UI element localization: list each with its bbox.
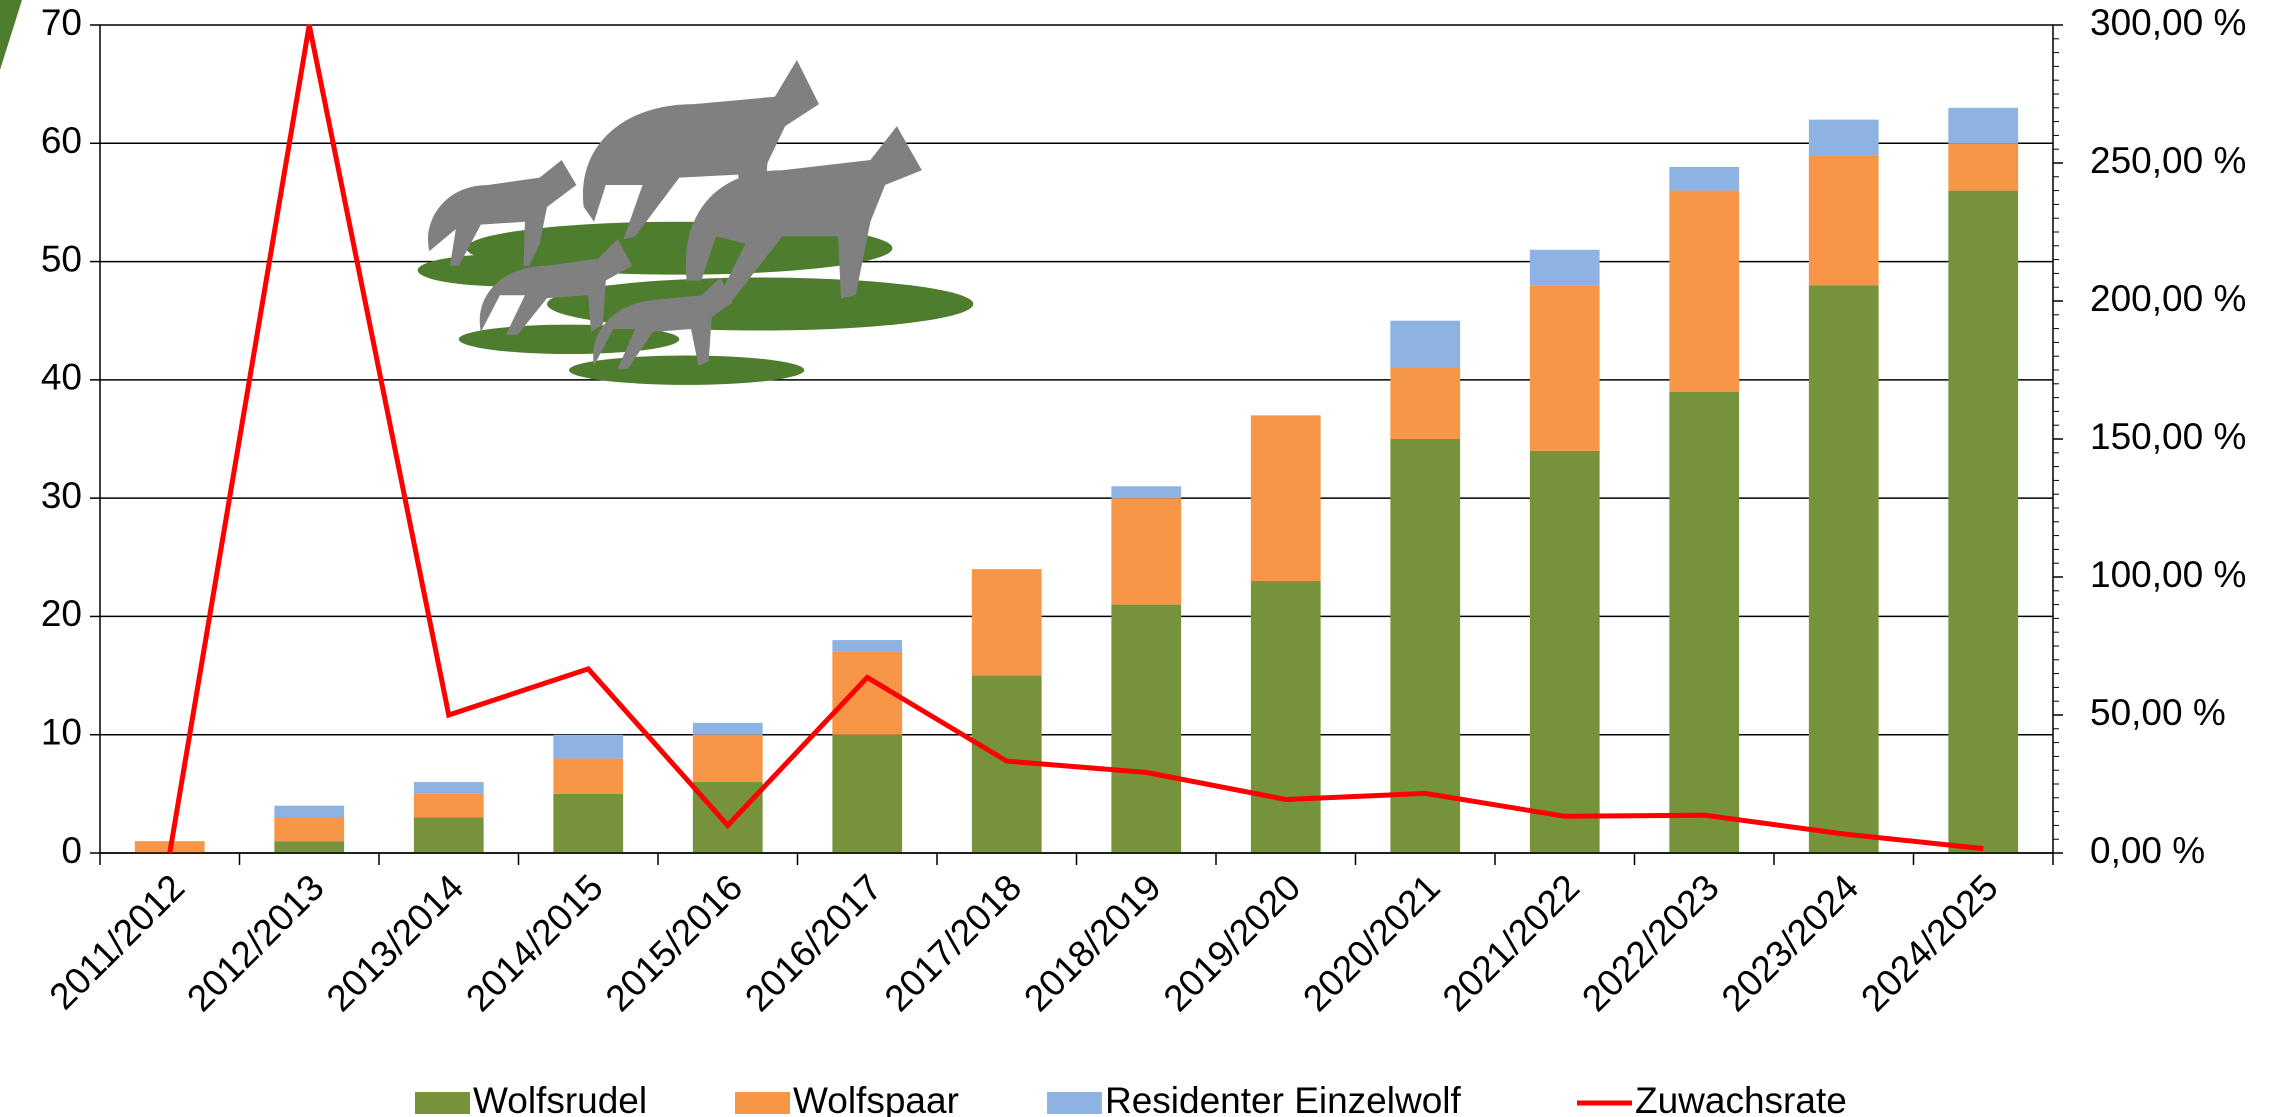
legend-label: Wolfspaar xyxy=(793,1080,959,1117)
bar xyxy=(692,722,763,735)
legend-label: Wolfsrudel xyxy=(473,1080,647,1117)
legend-swatch xyxy=(735,1092,790,1114)
bar xyxy=(274,805,345,818)
x-tick-label: 2014/2015 xyxy=(458,867,611,1020)
bar xyxy=(1669,391,1740,853)
y2-tick-label: 100,00 % xyxy=(2090,554,2246,595)
x-tick-label: 2019/2020 xyxy=(1156,867,1309,1020)
bar xyxy=(1111,486,1182,499)
y2-tick-label: 300,00 % xyxy=(2090,2,2246,43)
bar xyxy=(413,782,484,794)
y2-tick-label: 0,00 % xyxy=(2090,830,2205,871)
y-tick-label: 20 xyxy=(41,593,82,634)
y-tick-label: 40 xyxy=(41,357,82,398)
line xyxy=(167,24,1984,854)
bar xyxy=(274,817,345,842)
bar xyxy=(1808,155,1879,286)
legend-label: Zuwachsrate xyxy=(1635,1080,1847,1117)
bar xyxy=(1808,285,1879,853)
bar xyxy=(1250,415,1321,581)
bar xyxy=(692,734,763,783)
x-tick-label: 2015/2016 xyxy=(598,867,751,1020)
wolf-illustration xyxy=(417,60,974,385)
bar xyxy=(553,758,624,794)
legend-swatch xyxy=(1047,1092,1102,1114)
x-tick-label: 2017/2018 xyxy=(877,867,1030,1020)
y-tick-label: 10 xyxy=(41,711,82,752)
bar xyxy=(553,793,624,853)
y2-tick-label: 200,00 % xyxy=(2090,278,2246,319)
bar xyxy=(1948,107,2019,144)
bar xyxy=(1390,320,1461,369)
corner-decoration xyxy=(0,0,22,70)
y-tick-label: 50 xyxy=(41,238,82,279)
bar xyxy=(692,782,763,853)
x-tick-label: 2023/2024 xyxy=(1714,867,1867,1020)
bar xyxy=(832,640,903,652)
bar xyxy=(1529,450,1600,853)
x-tick-label: 2012/2013 xyxy=(179,867,332,1020)
bar xyxy=(1529,249,1600,286)
bar xyxy=(1669,166,1740,191)
bar xyxy=(832,734,903,853)
y-tick-label: 30 xyxy=(41,475,82,516)
y2-tick-label: 150,00 % xyxy=(2090,416,2246,457)
legend-swatch xyxy=(415,1092,470,1114)
bar xyxy=(1250,580,1321,853)
y-tick-label: 0 xyxy=(61,830,82,871)
bar xyxy=(1669,190,1740,392)
x-tick-label: 2021/2022 xyxy=(1435,867,1588,1020)
y2-tick-label: 250,00 % xyxy=(2090,140,2246,181)
bar xyxy=(413,817,484,853)
x-tick-label: 2020/2021 xyxy=(1295,867,1448,1020)
x-tick-label: 2024/2025 xyxy=(1853,867,2006,1020)
bar xyxy=(1111,498,1182,605)
x-tick-label: 2018/2019 xyxy=(1016,867,1169,1020)
y-tick-label: 60 xyxy=(41,120,82,161)
y2-tick-label: 50,00 % xyxy=(2090,692,2226,733)
bar xyxy=(1390,368,1461,439)
y-tick-label: 70 xyxy=(41,2,82,43)
x-tick-label: 2016/2017 xyxy=(737,867,890,1020)
bar xyxy=(971,569,1042,676)
legend-label: Residenter Einzelwolf xyxy=(1105,1080,1462,1117)
bar xyxy=(1948,143,2019,191)
bar xyxy=(553,734,624,759)
bar xyxy=(1808,119,1879,156)
bar xyxy=(274,841,345,853)
x-tick-label: 2022/2023 xyxy=(1574,867,1727,1020)
bar xyxy=(413,793,484,818)
bar xyxy=(1948,190,2019,854)
x-tick-label: 2011/2012 xyxy=(42,867,193,1018)
bar xyxy=(1111,604,1182,853)
bar xyxy=(1390,439,1461,853)
x-tick-label: 2013/2014 xyxy=(319,867,472,1020)
bar xyxy=(1529,285,1600,451)
